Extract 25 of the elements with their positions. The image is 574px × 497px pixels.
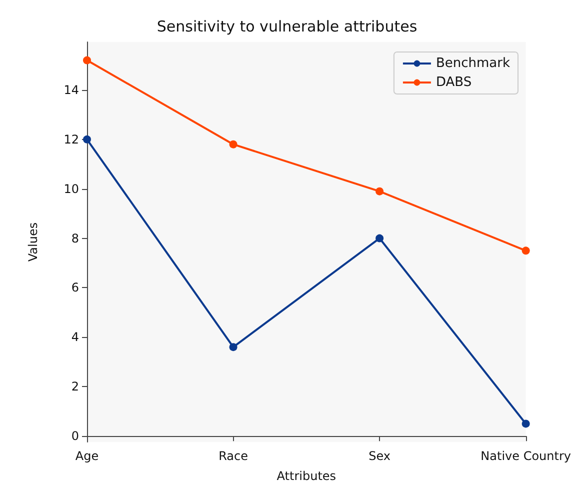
point	[376, 187, 384, 196]
legend-label: DABS	[436, 75, 472, 90]
point	[522, 246, 530, 255]
point	[376, 234, 384, 242]
legend-label: Benchmark	[436, 56, 510, 71]
y-tick-label: 6	[71, 280, 79, 295]
y-tick-label: 10	[64, 182, 79, 196]
y-axis-title: Values	[26, 222, 40, 262]
y-tick-label: 0	[71, 429, 79, 444]
y-tick-label: 12	[64, 132, 79, 146]
point	[229, 140, 238, 148]
y-tick-label: 2	[71, 380, 79, 394]
chart-title: Sensitivity to vulnerable attributes	[156, 18, 418, 36]
point	[229, 343, 238, 352]
x-tick-label: Native Country	[480, 449, 571, 463]
x-tick-label: Age	[75, 449, 99, 463]
x-axis-title: Attributes	[276, 469, 336, 483]
point	[522, 420, 530, 428]
x-tick-label: Race	[218, 449, 248, 463]
point	[83, 135, 91, 144]
y-tick-label: 4	[71, 330, 79, 344]
point	[83, 56, 91, 64]
y-tick-label: 14	[64, 82, 79, 97]
y-tick-label: 8	[71, 231, 79, 246]
x-tick-label: Sex	[368, 449, 390, 463]
